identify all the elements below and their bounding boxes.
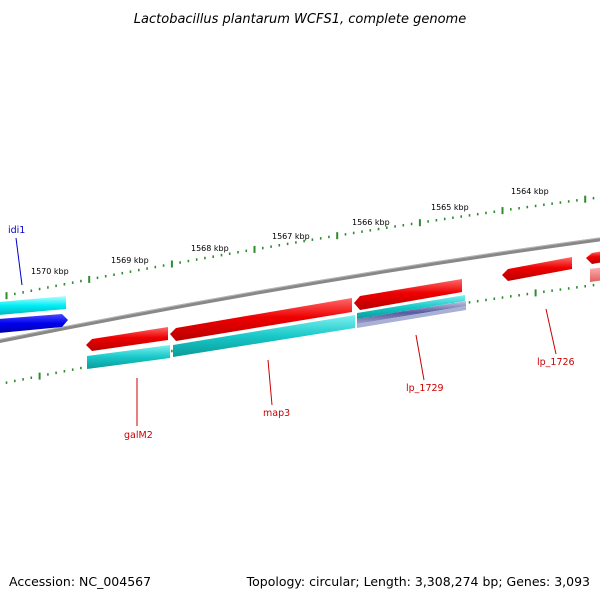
forward-features	[0, 296, 68, 333]
cds-arrow-edge	[586, 251, 600, 264]
kbp-label: 1564 kbp	[511, 187, 549, 196]
cds-row-red	[86, 251, 600, 351]
gene-label-lp1729: lp_1729	[406, 383, 444, 394]
kbp-scale: 1570 kbp 1569 kbp 1568 kbp 1567 kbp 1566…	[31, 187, 549, 276]
accession-text: Accession: NC_004567	[9, 574, 151, 589]
kbp-label: 1569 kbp	[111, 256, 149, 265]
label-leaders	[15, 237, 557, 426]
gene-label-galM2: galM2	[124, 430, 153, 441]
cds-arrow-map3	[170, 298, 352, 341]
topology-text: Topology: circular; Length: 3,308,274 bp…	[246, 574, 590, 589]
gene-label-lp1726: lp_1726	[537, 357, 575, 368]
gene-bar-galM2	[87, 345, 170, 369]
feature-arrow-pink	[590, 267, 600, 282]
gene-label-map3: map3	[263, 408, 290, 419]
gene-label-idi1: idi1	[8, 225, 25, 236]
kbp-label: 1568 kbp	[191, 244, 229, 253]
gene-labels: idi1 galM2 map3 lp_1729 lp_1726	[8, 225, 575, 441]
outer-tick-ring	[5, 195, 595, 300]
gene-arrow-idi1	[0, 296, 66, 315]
gene-bar-lp1729-b	[357, 301, 466, 324]
gene-bar-map3	[173, 315, 355, 357]
genome-backbone	[0, 237, 600, 344]
leader-lp1729	[415, 334, 425, 381]
gene-row-teal	[87, 295, 466, 369]
gene-bar-lp1729-a	[357, 295, 465, 319]
gene-bar-lp1729-c	[357, 306, 466, 328]
feature-arrow-blue	[0, 314, 68, 333]
leader-lp1726	[545, 308, 557, 355]
kbp-label: 1570 kbp	[31, 267, 69, 276]
leader-map3	[267, 359, 273, 406]
kbp-label: 1565 kbp	[431, 203, 469, 212]
kbp-label: 1566 kbp	[352, 218, 390, 227]
map-title: Lactobacillus plantarum WCFS1, complete …	[134, 12, 466, 27]
cds-arrow-lp1729	[354, 279, 462, 310]
leader-idi1	[15, 237, 23, 286]
cds-arrow-galM2	[86, 327, 168, 351]
kbp-label: 1567 kbp	[272, 232, 310, 241]
cds-arrow-lp1726	[502, 257, 572, 281]
